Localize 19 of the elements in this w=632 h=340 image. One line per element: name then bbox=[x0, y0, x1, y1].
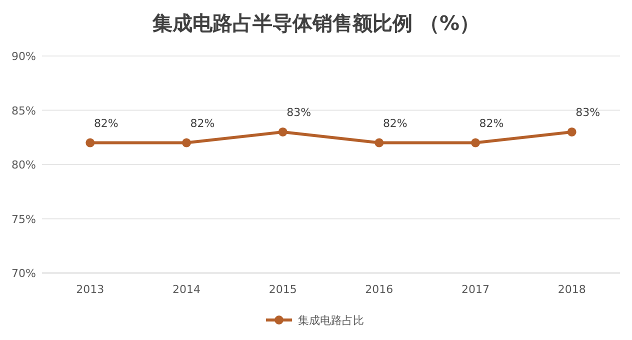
y-tick-label: 70% bbox=[12, 267, 36, 280]
y-tick-label: 85% bbox=[12, 104, 36, 118]
x-tick-label: 2016 bbox=[365, 283, 394, 296]
y-tick-label: 75% bbox=[12, 212, 36, 226]
data-label: 82% bbox=[94, 116, 118, 130]
x-tick-label: 2017 bbox=[462, 283, 490, 296]
data-label: 82% bbox=[479, 116, 504, 130]
x-tick-label: 2014 bbox=[172, 283, 200, 296]
y-tick-label: 80% bbox=[12, 158, 36, 172]
x-tick-label: 2015 bbox=[268, 283, 297, 296]
data-label: 82% bbox=[190, 116, 215, 130]
x-tick-label: 2013 bbox=[76, 283, 104, 296]
y-tick-label: 90% bbox=[12, 50, 36, 63]
data-label: 83% bbox=[286, 106, 312, 119]
data-label: 83% bbox=[576, 106, 600, 119]
x-tick-label: 2018 bbox=[558, 283, 586, 296]
chart-title: 集成电路占半导体销售额比例 （%） bbox=[151, 11, 480, 35]
legend-label: 集成电路占比 bbox=[298, 314, 364, 327]
data-label: 82% bbox=[382, 116, 408, 130]
